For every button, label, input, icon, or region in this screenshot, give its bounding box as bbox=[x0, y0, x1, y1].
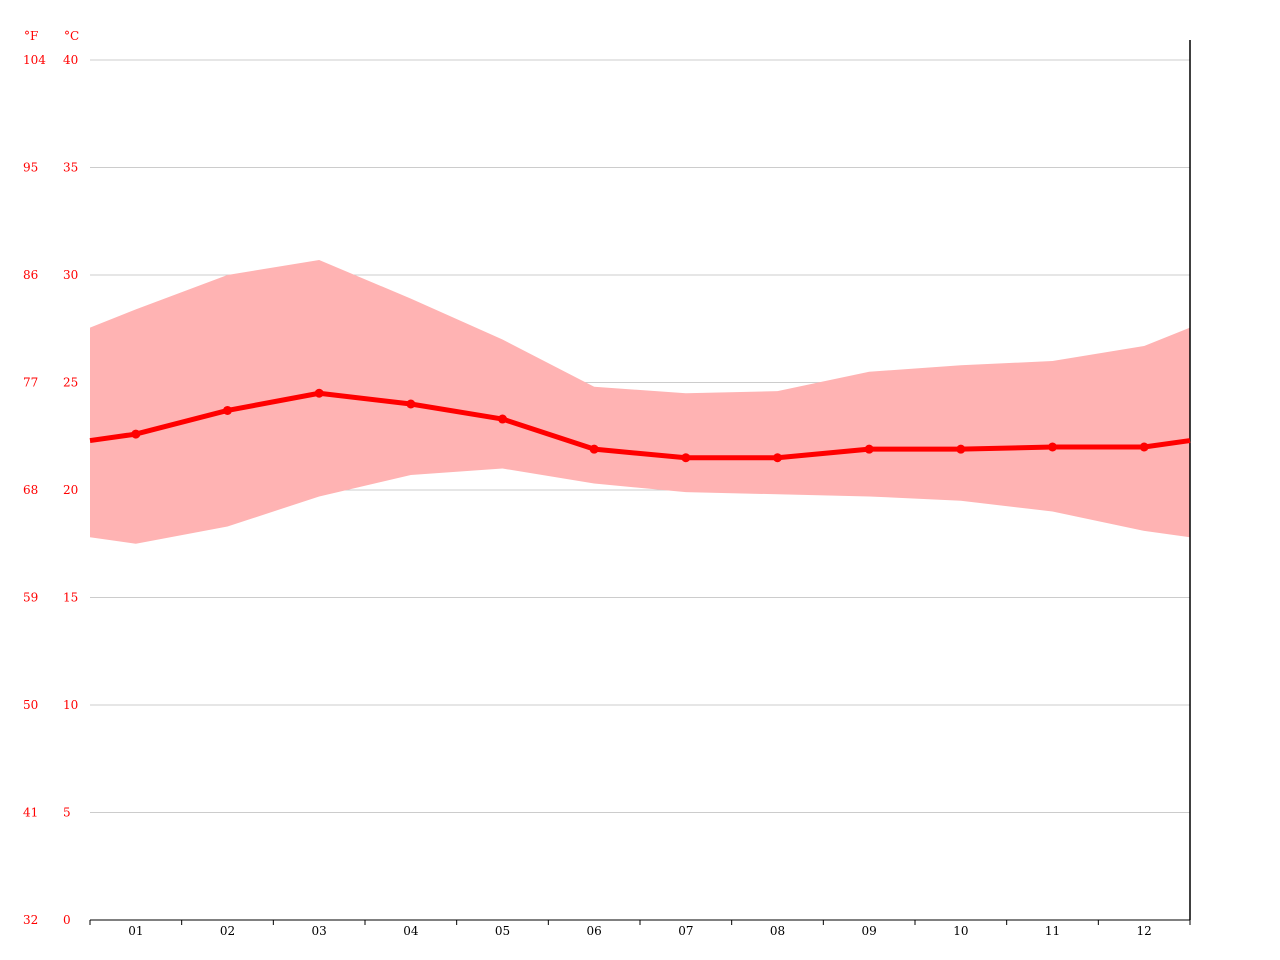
x-tick-label: 08 bbox=[770, 924, 785, 938]
y-tick-label-fahrenheit: 95 bbox=[23, 161, 38, 175]
x-tick-label: 06 bbox=[587, 924, 602, 938]
x-tick-label: 05 bbox=[495, 924, 510, 938]
tick-labels: °F °C 0 32 5 41 10 50 15 59 20 68 25 77 30 86 35 95 40 10… bbox=[23, 29, 1152, 938]
y-tick-label-celsius: 5 bbox=[63, 806, 71, 820]
series-point bbox=[1139, 442, 1149, 452]
series-point bbox=[498, 414, 507, 424]
y-tick-label-fahrenheit: 104 bbox=[23, 53, 46, 67]
x-tick-label: 01 bbox=[128, 924, 143, 938]
series-line bbox=[89, 390, 1191, 461]
y-tick-label-fahrenheit: 32 bbox=[23, 913, 38, 927]
series-point bbox=[223, 405, 232, 415]
series-point bbox=[314, 388, 324, 398]
y-tick-label-celsius: 20 bbox=[63, 483, 78, 497]
x-tick-label: 02 bbox=[220, 924, 235, 938]
y-tick-label-celsius: 15 bbox=[63, 591, 78, 605]
x-tick-label: 07 bbox=[678, 924, 693, 938]
x-tick-label: 10 bbox=[953, 924, 968, 938]
y-tick-label-celsius: 0 bbox=[63, 913, 71, 927]
x-tick-label: 03 bbox=[312, 924, 327, 938]
y-tick-label-celsius: 10 bbox=[63, 698, 78, 712]
y-tick-label-celsius: 40 bbox=[63, 53, 78, 67]
unit-label-celsius: °C bbox=[64, 29, 79, 43]
series-point bbox=[864, 444, 874, 454]
series-point bbox=[681, 453, 691, 463]
x-tick-label: 12 bbox=[1137, 924, 1152, 938]
y-tick-label-fahrenheit: 41 bbox=[23, 806, 38, 820]
unit-label-fahrenheit: °F bbox=[24, 29, 38, 43]
x-tick-label: 11 bbox=[1045, 924, 1060, 938]
series-point bbox=[956, 444, 966, 454]
series-point bbox=[1048, 442, 1057, 452]
y-tick-label-fahrenheit: 68 bbox=[23, 483, 38, 497]
y-tick-label-fahrenheit: 86 bbox=[23, 268, 38, 282]
series-point bbox=[773, 453, 782, 463]
series-point bbox=[589, 444, 599, 454]
series-point bbox=[131, 429, 141, 439]
y-tick-label-celsius: 35 bbox=[63, 161, 78, 175]
x-tick-label: 09 bbox=[862, 924, 877, 938]
series-line-group bbox=[89, 388, 1191, 463]
series-point bbox=[406, 399, 416, 409]
temperature-range-band bbox=[90, 259, 1190, 544]
y-tick-label-celsius: 25 bbox=[63, 376, 78, 390]
y-tick-label-fahrenheit: 77 bbox=[23, 376, 38, 390]
x-tick-label: 04 bbox=[403, 924, 419, 938]
y-tick-label-fahrenheit: 50 bbox=[23, 698, 38, 712]
axes bbox=[89, 40, 1191, 925]
y-tick-label-fahrenheit: 59 bbox=[23, 591, 38, 605]
y-tick-label-celsius: 30 bbox=[63, 268, 78, 282]
